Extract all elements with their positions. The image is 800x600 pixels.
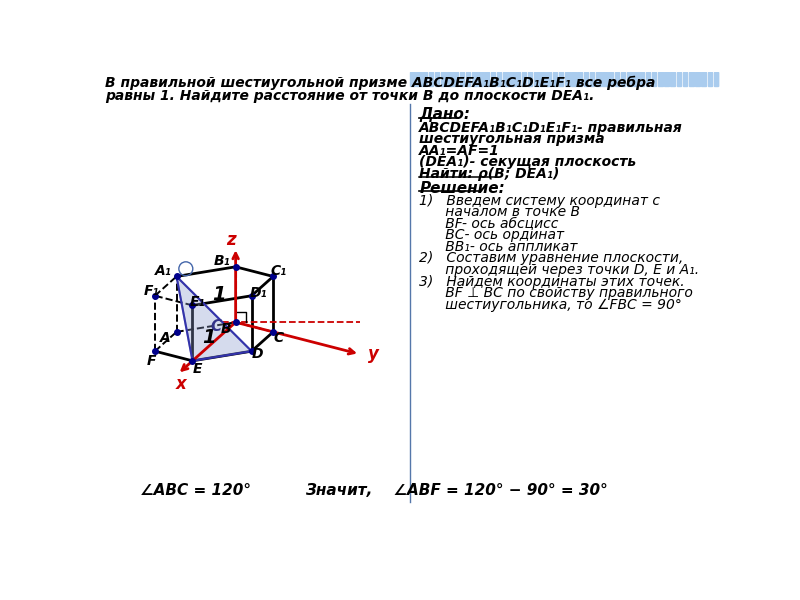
Bar bbox=[695, 72, 700, 86]
Bar bbox=[634, 72, 638, 86]
Bar bbox=[670, 72, 675, 86]
Text: Найти: ρ(B; DEA₁): Найти: ρ(B; DEA₁) bbox=[419, 167, 560, 181]
Bar bbox=[714, 72, 718, 86]
Text: F₁: F₁ bbox=[143, 284, 159, 298]
Text: BF ⊥ BC по свойству правильного: BF ⊥ BC по свойству правильного bbox=[419, 286, 693, 300]
Text: Дано:: Дано: bbox=[419, 107, 470, 122]
Bar bbox=[509, 72, 514, 86]
Text: 1: 1 bbox=[212, 285, 226, 304]
Text: шестиугольника, то ∠FBC = 90°: шестиугольника, то ∠FBC = 90° bbox=[419, 298, 682, 311]
Bar bbox=[683, 72, 687, 86]
Text: 2)   Составим уравнение плоскости,: 2) Составим уравнение плоскости, bbox=[419, 251, 683, 265]
Bar bbox=[639, 72, 644, 86]
Bar bbox=[708, 72, 712, 86]
Bar bbox=[503, 72, 508, 86]
Bar bbox=[441, 72, 446, 86]
Bar bbox=[522, 72, 526, 86]
Bar bbox=[466, 72, 470, 86]
Bar bbox=[621, 72, 626, 86]
Text: B: B bbox=[220, 322, 231, 336]
Text: F: F bbox=[146, 354, 156, 368]
Text: C: C bbox=[210, 319, 222, 334]
Text: AA₁=AF=1: AA₁=AF=1 bbox=[419, 143, 500, 158]
Text: BF- ось абсцисс: BF- ось абсцисс bbox=[419, 217, 558, 231]
Bar bbox=[454, 72, 458, 86]
Text: D: D bbox=[252, 347, 263, 361]
Bar bbox=[422, 72, 427, 86]
Text: Решение:: Решение: bbox=[419, 181, 505, 196]
Text: E: E bbox=[192, 362, 202, 376]
Text: y: y bbox=[368, 345, 378, 363]
Bar bbox=[578, 72, 582, 86]
Bar bbox=[410, 72, 414, 86]
Text: шестиугольная призма: шестиугольная призма bbox=[419, 132, 605, 146]
Bar bbox=[602, 72, 607, 86]
Bar bbox=[614, 72, 619, 86]
Bar bbox=[720, 72, 725, 86]
Bar bbox=[435, 72, 439, 86]
Bar bbox=[689, 72, 694, 86]
Text: C: C bbox=[274, 331, 284, 345]
Text: C₁: C₁ bbox=[270, 264, 286, 278]
Bar bbox=[416, 72, 421, 86]
Bar bbox=[478, 72, 483, 86]
Text: (DEA₁)- секущая плоскость: (DEA₁)- секущая плоскость bbox=[419, 155, 637, 169]
Bar bbox=[459, 72, 464, 86]
Bar bbox=[609, 72, 613, 86]
Bar bbox=[447, 72, 452, 86]
Text: 3)   Найдем координаты этих точек.: 3) Найдем координаты этих точек. bbox=[419, 275, 685, 289]
Bar bbox=[515, 72, 520, 86]
Bar bbox=[472, 72, 477, 86]
Bar bbox=[596, 72, 601, 86]
Text: ABCDEFA₁B₁C₁D₁E₁F₁- правильная: ABCDEFA₁B₁C₁D₁E₁F₁- правильная bbox=[419, 121, 683, 134]
Bar bbox=[677, 72, 682, 86]
Text: z: z bbox=[226, 231, 236, 249]
Bar bbox=[646, 72, 650, 86]
Bar bbox=[565, 72, 570, 86]
Text: началом в точке B: началом в точке B bbox=[419, 205, 580, 219]
Bar bbox=[590, 72, 594, 86]
Bar bbox=[485, 72, 489, 86]
Bar bbox=[490, 72, 495, 86]
Bar bbox=[571, 72, 576, 86]
Bar bbox=[702, 72, 706, 86]
Text: 1)   Введем систему координат с: 1) Введем систему координат с bbox=[419, 194, 660, 208]
Text: A: A bbox=[160, 331, 171, 345]
Bar bbox=[627, 72, 632, 86]
Text: BC- ось ординат: BC- ось ординат bbox=[419, 229, 565, 242]
Bar bbox=[664, 72, 669, 86]
Text: Значит,    ∠ABF = 120° − 90° = 30°: Значит, ∠ABF = 120° − 90° = 30° bbox=[306, 483, 608, 498]
Text: равны 1. Найдите расстояние от точки B до плоскости DEA₁.: равны 1. Найдите расстояние от точки B д… bbox=[105, 89, 594, 103]
Bar bbox=[652, 72, 657, 86]
Text: В правильной шестиугольной призме ABCDEFA₁B₁C₁D₁E₁F₁ все ребра: В правильной шестиугольной призме ABCDEF… bbox=[105, 76, 655, 90]
Bar bbox=[540, 72, 545, 86]
Bar bbox=[429, 72, 434, 86]
Bar bbox=[584, 72, 588, 86]
Text: B₁: B₁ bbox=[214, 254, 231, 268]
Text: ∠ABC = 120°: ∠ABC = 120° bbox=[140, 483, 251, 498]
Text: BB₁- ось аппликат: BB₁- ось аппликат bbox=[419, 240, 578, 254]
Bar bbox=[546, 72, 551, 86]
Bar bbox=[528, 72, 533, 86]
Text: 1: 1 bbox=[202, 328, 216, 347]
Polygon shape bbox=[177, 277, 252, 361]
Text: A₁: A₁ bbox=[155, 264, 172, 278]
Bar bbox=[553, 72, 558, 86]
Text: x: x bbox=[176, 375, 186, 393]
Bar bbox=[497, 72, 502, 86]
Bar bbox=[558, 72, 563, 86]
Text: E₁: E₁ bbox=[190, 295, 206, 308]
Bar bbox=[534, 72, 538, 86]
Text: D₁: D₁ bbox=[250, 286, 267, 299]
Text: проходящей через точки D, E и A₁.: проходящей через точки D, E и A₁. bbox=[419, 263, 699, 277]
Bar bbox=[658, 72, 662, 86]
